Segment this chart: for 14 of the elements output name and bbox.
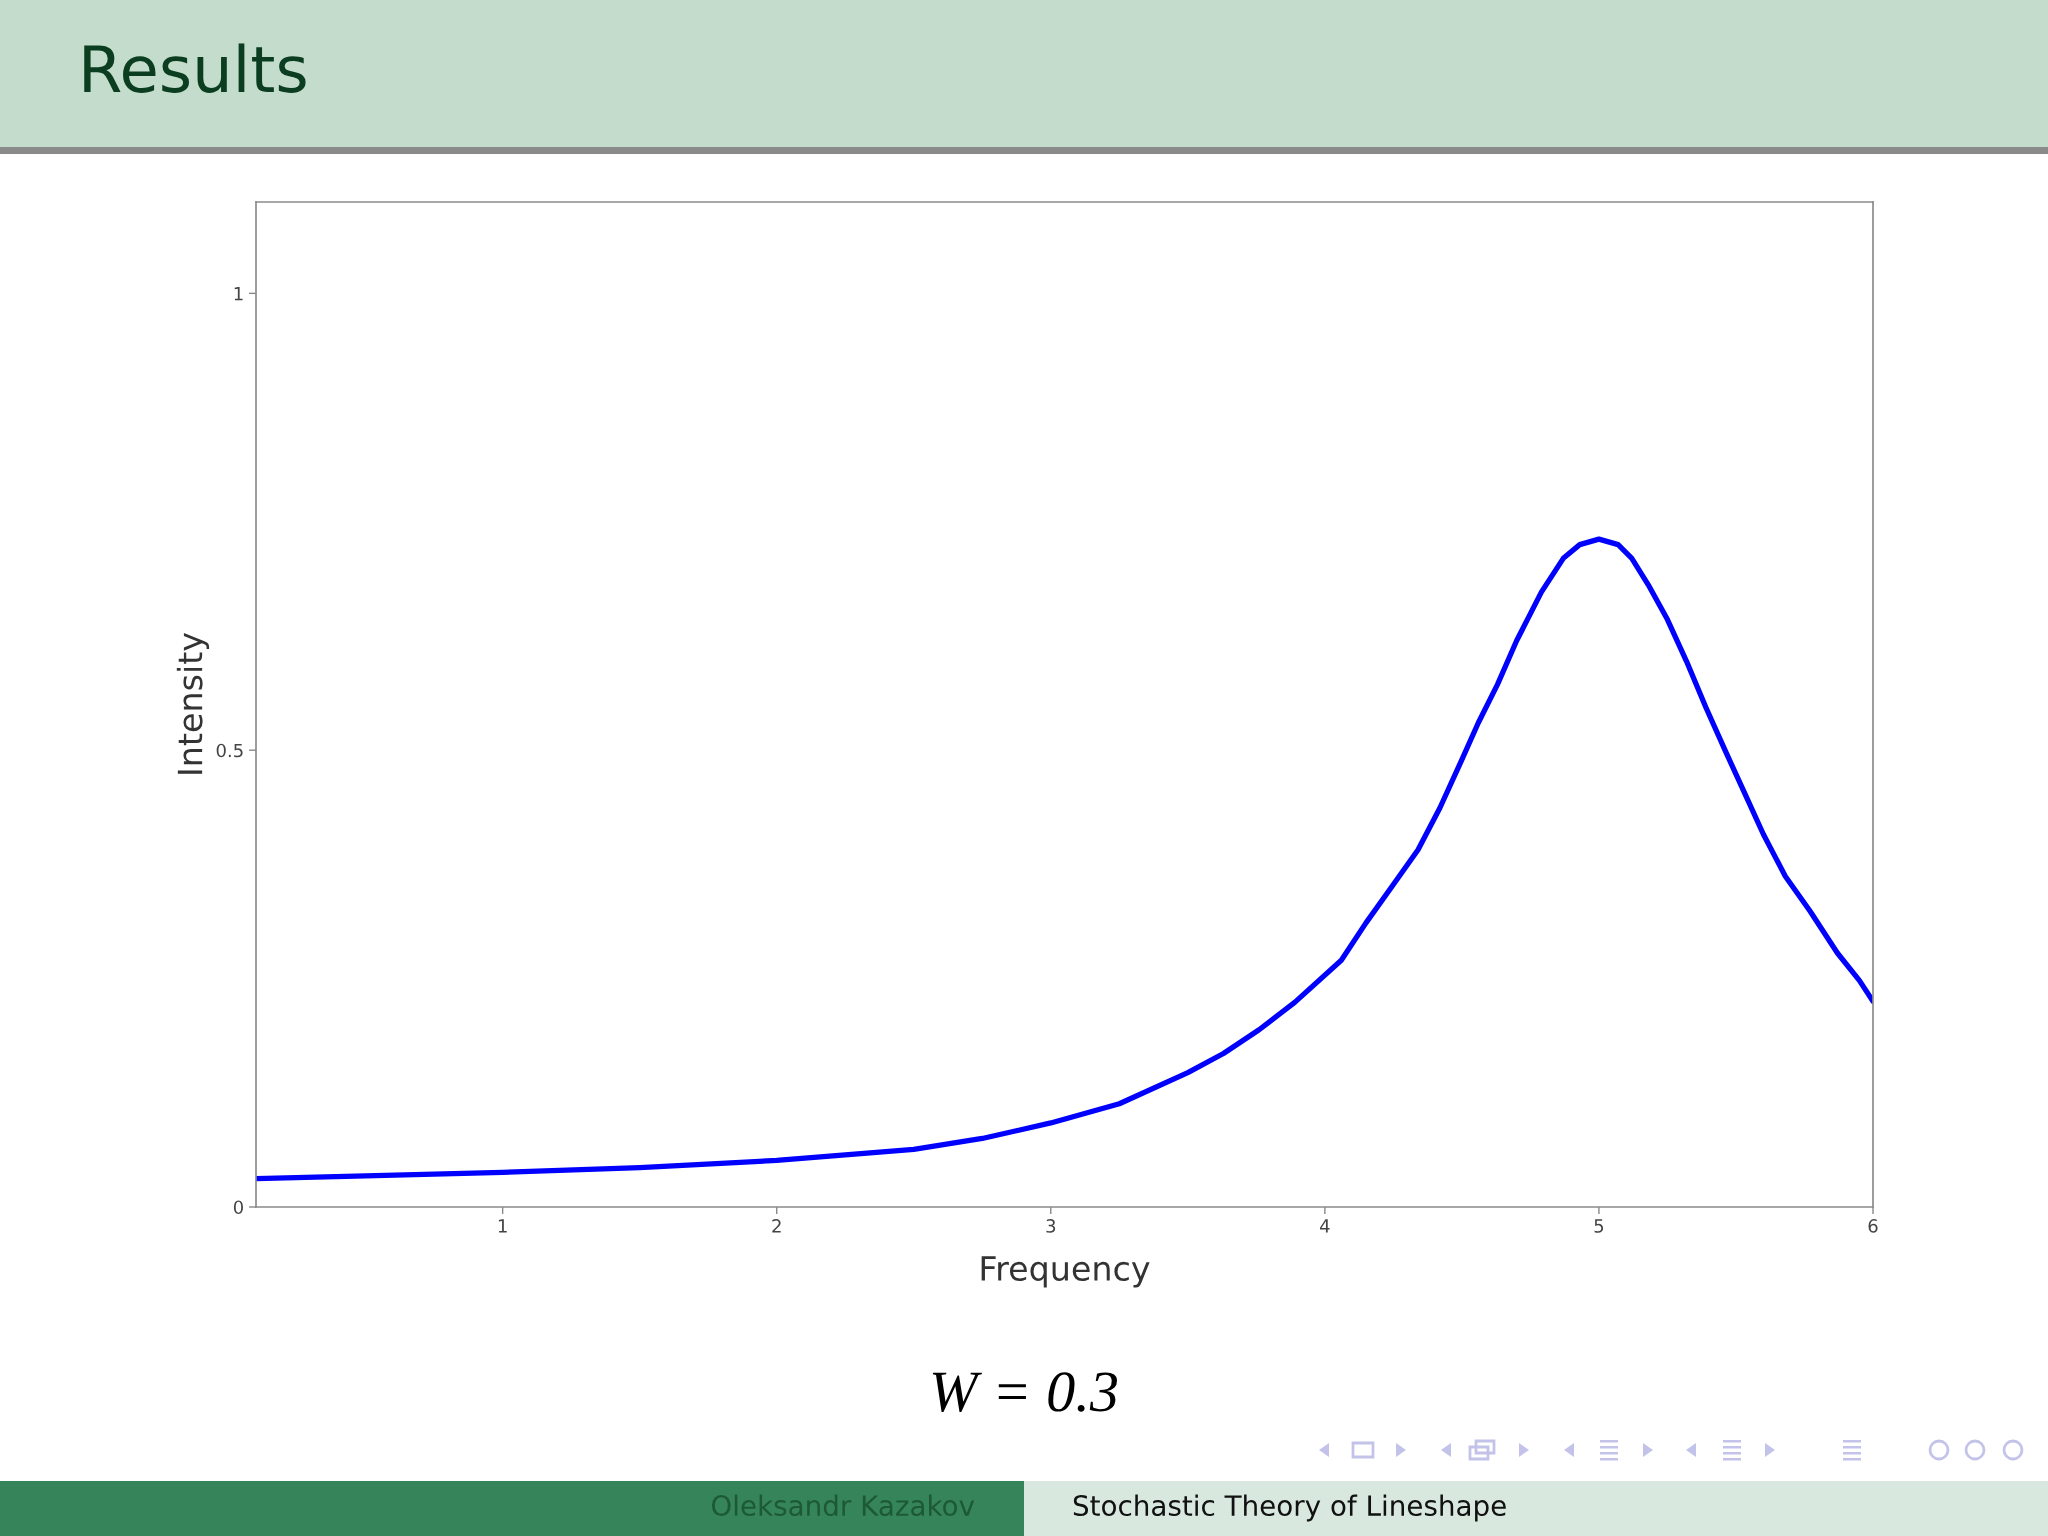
chart-title: Results xyxy=(84,43,306,93)
x-tick-label: 5 xyxy=(1594,1219,1604,1233)
y-tick-label: 0.5 xyxy=(216,743,243,758)
x-tick-label: 1 xyxy=(498,1219,507,1233)
text: W = 0.3 xyxy=(932,1372,1117,1412)
x-tick-label: 6 xyxy=(1868,1219,1878,1233)
y-tick-label: 1 xyxy=(234,287,243,301)
x-tick-label: 4 xyxy=(1320,1219,1330,1233)
text: Stochastic Theory of Lineshape xyxy=(1073,1494,1506,1522)
y-axis-title: Intensity xyxy=(176,632,210,774)
x-tick-label: 2 xyxy=(772,1219,781,1233)
y-tick-label: 0 xyxy=(233,1200,243,1215)
x-axis-title: Frequency xyxy=(981,1256,1150,1288)
x-tick-label: 3 xyxy=(1046,1219,1056,1233)
